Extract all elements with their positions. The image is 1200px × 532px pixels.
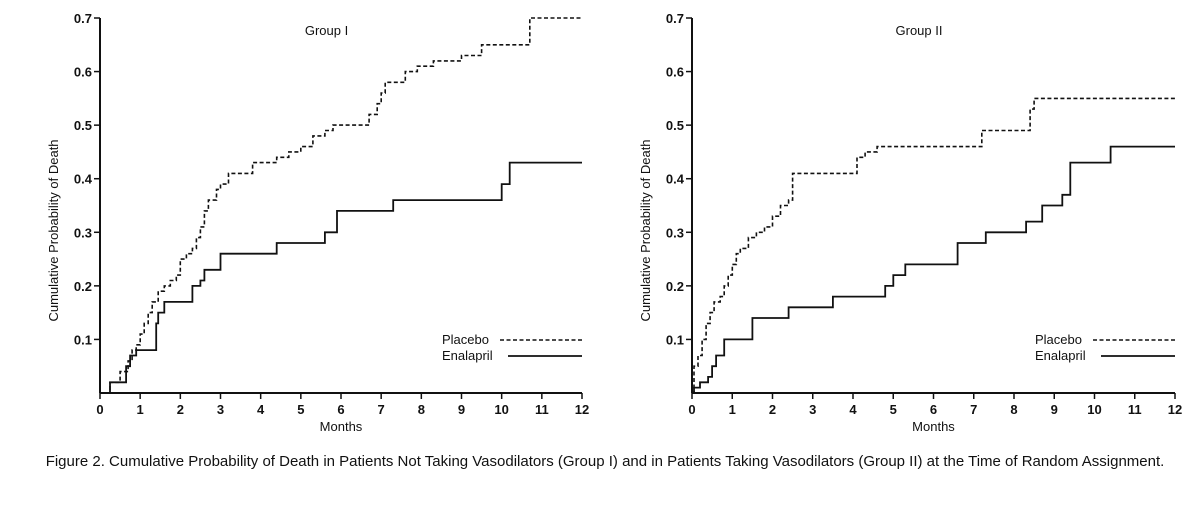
- y-tick-label: 0.1: [74, 332, 92, 347]
- x-tick-label: 10: [494, 402, 508, 417]
- x-tick-label: 12: [575, 402, 589, 417]
- x-tick-label: 0: [96, 402, 103, 417]
- x-tick-label: 3: [217, 402, 224, 417]
- legend-label-placebo: Placebo: [1035, 332, 1082, 347]
- series-line-enalapril: [692, 145, 1175, 394]
- y-tick-label: 0.2: [74, 279, 92, 294]
- x-tick-label: 9: [1051, 402, 1058, 417]
- y-tick-label: 0.1: [666, 332, 684, 347]
- y-tick-label: 0.5: [666, 118, 684, 133]
- series-line-enalapril: [100, 161, 582, 394]
- x-tick-label: 9: [458, 402, 465, 417]
- x-tick-label: 6: [930, 402, 937, 417]
- x-tick-label: 3: [809, 402, 816, 417]
- legend-label-enalapril: Enalapril: [1035, 348, 1086, 363]
- x-tick-label: 7: [378, 402, 385, 417]
- figure-caption: Figure 2. Cumulative Probability of Deat…: [45, 453, 1165, 470]
- x-tick-label: 4: [257, 402, 265, 417]
- legend-label-enalapril: Enalapril: [442, 348, 493, 363]
- x-tick-label: 0: [688, 402, 695, 417]
- x-tick-label: 8: [418, 402, 425, 417]
- x-tick-label: 1: [729, 402, 736, 417]
- x-tick-label: 2: [769, 402, 776, 417]
- series-line-placebo: [692, 97, 1175, 394]
- x-axis-title: Months: [320, 419, 363, 434]
- y-axis-title: Cumulative Probability of Death: [638, 139, 653, 321]
- y-tick-label: 0.5: [74, 118, 92, 133]
- x-tick-label: 1: [137, 402, 144, 417]
- x-tick-label: 5: [297, 402, 304, 417]
- y-tick-label: 0.6: [74, 65, 92, 80]
- y-tick-label: 0.2: [666, 279, 684, 294]
- chart-panel-1: 0 1 2 3 4 5 6 7 8 9 10 11 120.10.20.30.40.50.60.7Mon…: [46, 11, 589, 434]
- legend-label-placebo: Placebo: [442, 332, 489, 347]
- figure-charts: 0 1 2 3 4 5 6 7 8 9 10 11 120.10.20.30.40.50.60.7Mon…: [46, 11, 1182, 434]
- x-tick-label: 5: [890, 402, 897, 417]
- y-tick-label: 0.3: [74, 225, 92, 240]
- y-tick-label: 0.4: [74, 172, 93, 187]
- series-line-placebo: [100, 17, 582, 394]
- chart-title: Group I: [305, 23, 348, 38]
- x-axis-title: Months: [912, 419, 955, 434]
- y-tick-label: 0.3: [666, 225, 684, 240]
- y-tick-label: 0.4: [666, 172, 685, 187]
- y-tick-label: 0.7: [74, 11, 92, 26]
- x-tick-label: 2: [177, 402, 184, 417]
- chart-title: Group II: [896, 23, 943, 38]
- x-tick-label: 11: [535, 402, 549, 417]
- x-tick-label: 12: [1168, 402, 1182, 417]
- x-tick-label: 10: [1087, 402, 1101, 417]
- y-axis-title: Cumulative Probability of Death: [46, 139, 61, 321]
- x-tick-label: 8: [1010, 402, 1017, 417]
- y-tick-label: 0.7: [666, 11, 684, 26]
- x-tick-label: 6: [337, 402, 344, 417]
- chart-panel-2: 0 1 2 3 4 5 6 7 8 9 10 11 120.10.20.30.40.50.60.7Mon…: [638, 11, 1182, 434]
- y-tick-label: 0.6: [666, 65, 684, 80]
- x-tick-label: 11: [1128, 402, 1142, 417]
- x-tick-label: 4: [849, 402, 857, 417]
- x-tick-label: 7: [970, 402, 977, 417]
